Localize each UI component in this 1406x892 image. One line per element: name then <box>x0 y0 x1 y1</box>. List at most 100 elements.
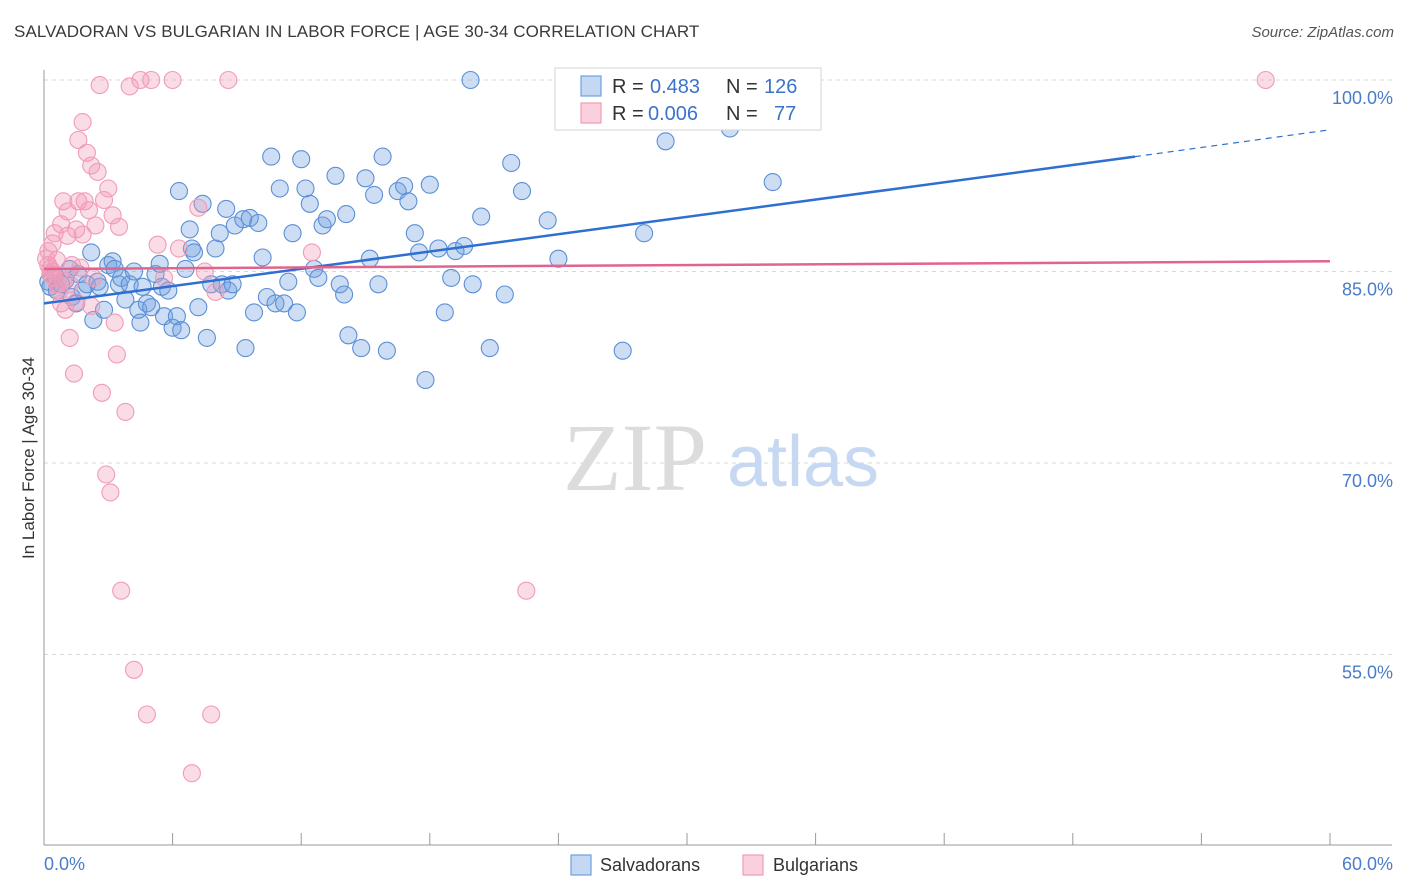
bottom-legend-swatch-salvadorans <box>570 854 592 876</box>
salvadoran-point <box>300 194 319 213</box>
bottom-legend: Salvadorans Bulgarians <box>570 854 858 876</box>
bulgarian-point <box>154 268 174 287</box>
y-tick-label: 100.0% <box>1332 88 1393 108</box>
bulgarian-point <box>47 250 66 270</box>
salvadoran-point <box>538 211 557 230</box>
salvadoran-point <box>287 303 306 322</box>
gridlines <box>44 79 1392 655</box>
salvadoran-point <box>502 153 521 173</box>
salvadoran-point <box>133 277 152 296</box>
bulgarian-point <box>82 296 101 316</box>
salvadoran-point <box>356 169 375 188</box>
salvadoran-point <box>763 173 782 192</box>
salvadoran-point <box>169 182 189 201</box>
series-bulgarians <box>37 70 1275 783</box>
bulgarian-point <box>84 268 103 287</box>
salvadoran-point <box>131 313 150 332</box>
salvadoran-point <box>461 70 480 90</box>
salvadoran-point <box>253 248 272 267</box>
salvadoran-point <box>275 294 294 313</box>
salvadoran-point <box>416 370 435 390</box>
x-tick-label-min: 0.0% <box>44 854 85 874</box>
bulgarian-point <box>54 192 73 211</box>
salvadoran-point <box>249 213 268 233</box>
salvadoran-point <box>283 224 302 243</box>
bulgarian-point <box>124 660 144 679</box>
bulgarian-point <box>60 328 79 347</box>
salvadoran-point <box>369 275 388 294</box>
trend-lines <box>43 129 1331 305</box>
salvadoran-point <box>292 150 311 169</box>
bulgarian-point <box>163 70 182 90</box>
y-tick-labels: 100.0% 85.0% 70.0% 55.0% <box>1332 88 1393 683</box>
bottom-legend-label-salvadorans: Salvadorans <box>600 855 700 875</box>
salvadoran-point <box>234 210 253 229</box>
bulgarian-point <box>109 217 129 236</box>
bulgarian-point <box>90 76 109 95</box>
salvadoran-point <box>330 275 349 294</box>
salvadoran-point <box>223 275 242 294</box>
x-tick-label-max: 60.0% <box>1342 854 1393 874</box>
bulgarian-point <box>219 70 238 90</box>
salvadoran-point <box>244 303 264 322</box>
y-tick-label: 85.0% <box>1342 280 1393 300</box>
salvadoran-point <box>435 303 454 322</box>
bulgarian-point <box>1256 70 1275 90</box>
bulgarian-point <box>517 581 536 600</box>
salvadoran-point <box>635 224 654 243</box>
salvadoran-point <box>352 339 371 358</box>
salvadoran-point <box>236 339 255 358</box>
bulgarian-point <box>101 483 120 502</box>
salvadoran-point <box>172 321 191 340</box>
salvadoran-point <box>240 208 259 227</box>
legend-r-value-0: 0.483 <box>650 76 700 98</box>
salvadoran-point <box>613 341 632 360</box>
salvadoran-point <box>317 210 336 229</box>
bulgarian-point <box>82 156 101 175</box>
bulgarian-point <box>79 201 99 220</box>
salvadoran-point <box>420 175 439 194</box>
salvadoran-point <box>339 326 358 345</box>
salvadoran-point <box>206 239 225 258</box>
salvadoran-point <box>656 132 675 151</box>
trend-line-bulgarians <box>43 260 1331 271</box>
salvadoran-point <box>377 341 396 360</box>
trend-line-salvadorans-extension <box>1134 129 1331 158</box>
salvadoran-point <box>296 179 315 198</box>
legend: R = 0.483 N = 126 R = 0.006 N = 77 <box>554 67 822 131</box>
bulgarian-point <box>202 705 221 724</box>
salvadoran-point <box>279 272 298 291</box>
y-axis-label: In Labor Force | Age 30-34 <box>19 357 38 559</box>
bulgarian-point <box>75 192 94 211</box>
bulgarian-point <box>99 179 118 198</box>
bulgarian-point <box>206 282 225 301</box>
bulgarian-point <box>142 70 161 90</box>
salvadoran-point <box>472 207 491 226</box>
bulgarian-point <box>137 705 156 724</box>
bulgarian-point <box>105 313 124 332</box>
salvadoran-point <box>405 224 424 243</box>
trend-line-salvadorans <box>43 155 1136 305</box>
bulgarian-point <box>112 581 131 600</box>
bulgarian-point <box>131 70 150 90</box>
salvadoran-point <box>326 166 345 185</box>
bulgarian-point <box>148 235 167 254</box>
bulgarian-point <box>97 465 116 484</box>
salvadoran-point <box>184 243 204 262</box>
bulgarian-point <box>60 275 79 294</box>
salvadoran-point <box>512 182 532 201</box>
salvadoran-point <box>189 298 208 317</box>
watermark-zip: ZIP <box>563 404 707 511</box>
salvadoran-point <box>335 285 354 304</box>
bulgarian-point <box>103 206 122 225</box>
bulgarian-point <box>94 190 114 210</box>
salvadoran-point <box>167 307 186 326</box>
x-axis-ticks <box>43 833 1331 845</box>
legend-n-label-1: N = <box>726 103 758 125</box>
salvadoran-point <box>217 199 236 218</box>
salvadoran-point <box>124 262 144 281</box>
salvadoran-point <box>197 328 216 347</box>
legend-n-value-1: 77 <box>774 103 796 125</box>
bulgarian-point <box>107 345 126 364</box>
